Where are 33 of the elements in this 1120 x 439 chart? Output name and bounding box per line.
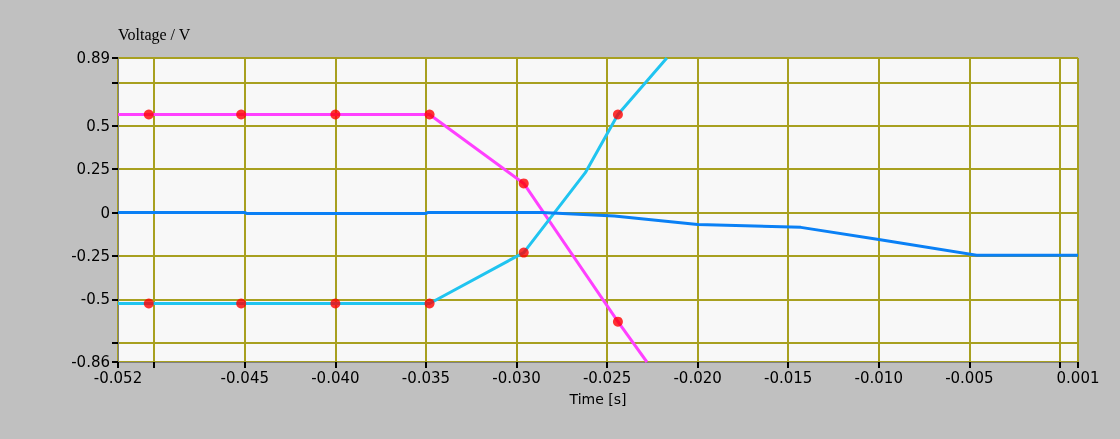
x-axis-title: Time [s] <box>568 391 627 407</box>
x-tick-label: -0.052 <box>93 368 143 387</box>
point <box>612 316 623 327</box>
x-tick-label: -0.045 <box>220 368 269 387</box>
x-tick-label: -0.010 <box>854 368 903 387</box>
y-tick-label: 0 <box>100 203 110 222</box>
y-tick-label: -0.86 <box>71 353 110 371</box>
y-tick-label: 0.5 <box>86 116 110 135</box>
x-tick-label: -0.025 <box>582 368 632 387</box>
x-tick-label: -0.020 <box>673 368 722 387</box>
point <box>330 109 341 120</box>
x-tick-label: 0.001 <box>1056 368 1100 387</box>
x-tick-label: -0.015 <box>764 368 813 387</box>
point <box>236 109 247 120</box>
line-series <box>116 211 1080 257</box>
x-tick-label: -0.040 <box>311 368 360 387</box>
y-tick-label: 0.25 <box>76 160 110 179</box>
x-tick-label: -0.030 <box>492 368 541 387</box>
point <box>143 298 154 309</box>
point <box>518 247 529 258</box>
x-tick-label: -0.005 <box>945 368 994 387</box>
x-tick-label: -0.035 <box>401 368 451 387</box>
point <box>236 298 247 309</box>
point <box>424 298 435 309</box>
y-tick-label: -0.25 <box>71 247 110 266</box>
point <box>612 109 623 120</box>
point <box>143 109 154 120</box>
y-axis-title: Voltage / V <box>118 25 191 44</box>
y-tick-label: 0.89 <box>76 49 110 67</box>
point <box>518 178 529 189</box>
y-tick-label: -0.5 <box>80 290 110 309</box>
point <box>330 298 341 309</box>
point <box>424 109 435 120</box>
